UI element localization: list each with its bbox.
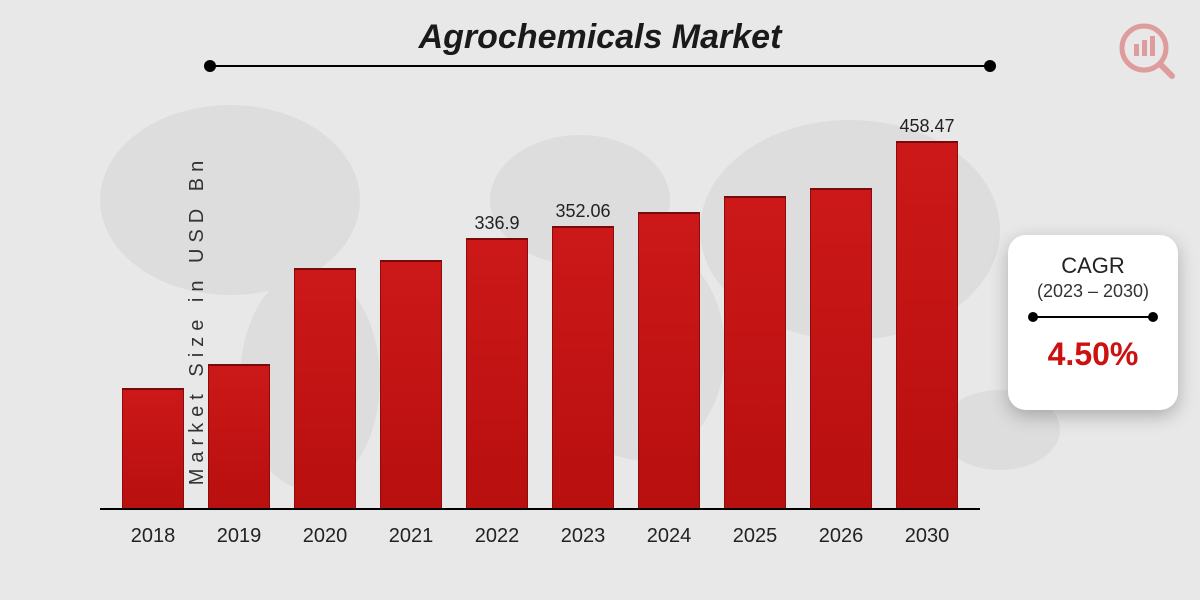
x-tick-label: 2021 (371, 525, 451, 548)
bar (638, 212, 700, 508)
cagr-value: 4.50% (1048, 336, 1139, 373)
bar (466, 238, 528, 508)
bar-column: 336.9 (457, 213, 537, 508)
bar (724, 196, 786, 508)
bar-column: 352.06 (543, 201, 623, 508)
bars-group: 336.9 352.06 458.47 (100, 110, 980, 508)
bar (896, 141, 958, 508)
bar-value-label: 352.06 (555, 201, 610, 222)
x-axis: 2018 2019 2020 2021 2022 2023 2024 2025 2026 2030 (100, 515, 980, 548)
bar-column (801, 188, 881, 508)
bar (208, 364, 270, 508)
bar-value-label: 336.9 (474, 213, 519, 234)
cagr-separator (1033, 316, 1153, 318)
bar-column (715, 196, 795, 508)
bar (552, 226, 614, 508)
x-tick-label: 2022 (457, 525, 537, 548)
bar-column (113, 388, 193, 508)
bar-column (629, 212, 709, 508)
cagr-range: (2023 – 2030) (1037, 281, 1149, 302)
x-tick-label: 2023 (543, 525, 623, 548)
cagr-callout: CAGR (2023 – 2030) 4.50% (1008, 235, 1178, 410)
x-tick-label: 2024 (629, 525, 709, 548)
bar (122, 388, 184, 508)
x-tick-label: 2030 (887, 525, 967, 548)
bar-column (371, 260, 451, 508)
x-tick-label: 2026 (801, 525, 881, 548)
bar-column (285, 268, 365, 508)
bar-column (199, 364, 279, 508)
bar-value-label: 458.47 (899, 116, 954, 137)
bar-column: 458.47 (887, 116, 967, 508)
brand-logo-icon (1116, 20, 1176, 80)
cagr-label: CAGR (1061, 253, 1125, 279)
title-underline (210, 65, 990, 67)
x-tick-label: 2018 (113, 525, 193, 548)
x-tick-label: 2020 (285, 525, 365, 548)
x-tick-label: 2025 (715, 525, 795, 548)
chart-area: Market Size in USD Bn 336.9352.06458.47 … (80, 110, 980, 530)
bar (810, 188, 872, 508)
bar (380, 260, 442, 508)
chart-title: Agrochemicals Market (0, 0, 1200, 57)
chart-container: Agrochemicals Market Market Size in USD … (0, 0, 1200, 600)
plot-area: 336.9 352.06 458.47 (100, 110, 980, 510)
x-tick-label: 2019 (199, 525, 279, 548)
bar (294, 268, 356, 508)
